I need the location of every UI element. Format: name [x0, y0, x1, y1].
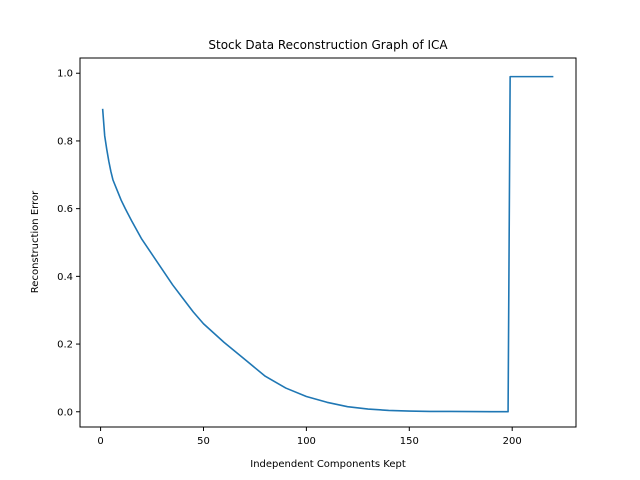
axes-frame: [79, 57, 577, 428]
y-tick-label: 0.2: [57, 340, 73, 351]
x-tick-label: 200: [503, 436, 522, 447]
y-axis-label: Reconstruction Error: [30, 190, 41, 293]
plot-area: [101, 75, 554, 413]
x-tick-label: 0: [97, 436, 103, 447]
x-axis-label: Independent Components Kept: [250, 459, 406, 470]
x-tick-label: 50: [197, 436, 210, 447]
series-line-0: [101, 75, 554, 413]
x-tick-label: 150: [400, 436, 419, 447]
y-tick-label: 0.4: [57, 272, 73, 283]
y-axis-ticks: 0.0 0.2 0.4 0.6 0.8 1.0: [57, 69, 80, 418]
chart-title: Stock Data Reconstruction Graph of ICA: [208, 38, 448, 52]
y-tick-label: 0.8: [57, 136, 73, 147]
y-tick-label: 0.6: [57, 204, 73, 215]
x-axis-ticks: 0 50 100 150 200: [97, 427, 522, 447]
y-tick-label: 1.0: [57, 69, 73, 80]
x-tick-label: 100: [297, 436, 316, 447]
y-tick-label: 0.0: [57, 407, 73, 418]
